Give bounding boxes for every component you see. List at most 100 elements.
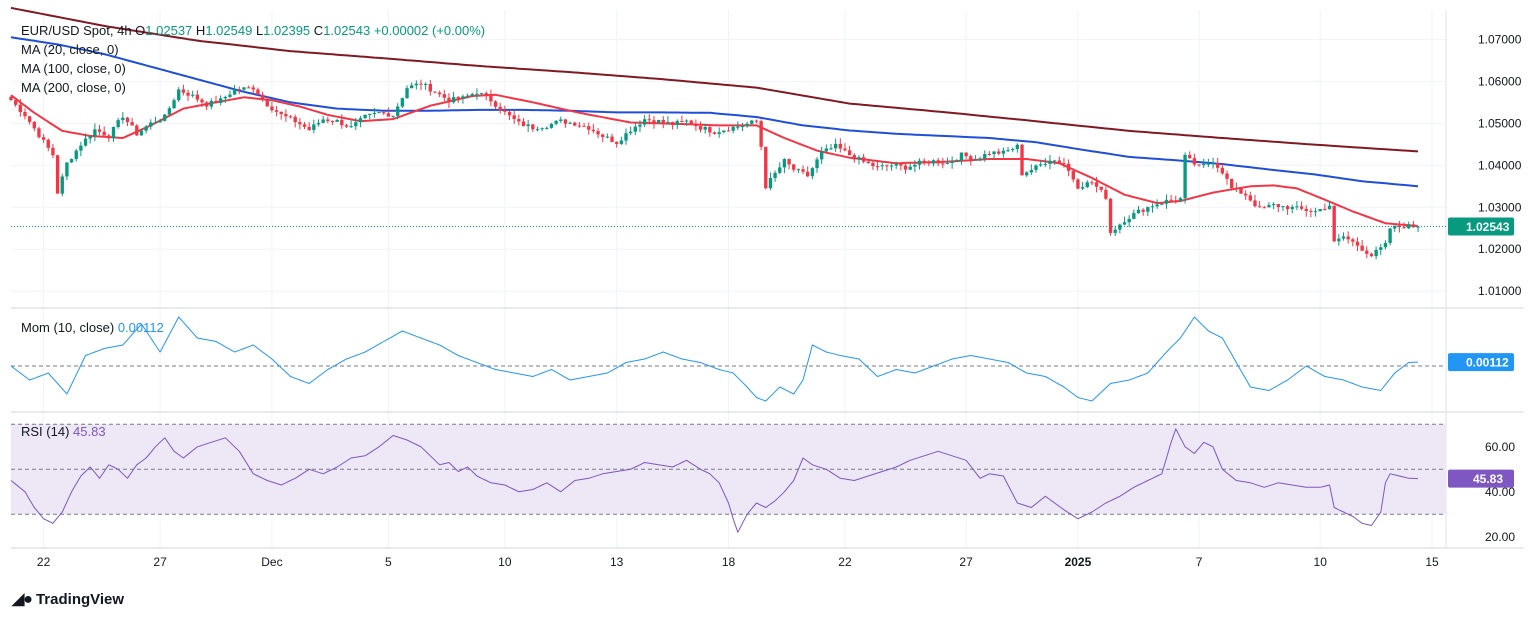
candle-body (1271, 204, 1276, 206)
open-value: 1.02537 (145, 23, 193, 38)
candle-body (316, 122, 321, 125)
candle-body (675, 121, 679, 125)
candle-body (442, 94, 446, 98)
candle-body (447, 97, 451, 103)
candle-body (410, 85, 414, 89)
candle-body (489, 95, 493, 102)
high-value: 1.02549 (205, 23, 253, 38)
candle-body (1243, 193, 1248, 196)
candle-body (330, 121, 335, 123)
time-tick-label: 5 (385, 555, 392, 569)
time-tick-label: 27 (153, 555, 167, 569)
candle-body (740, 126, 745, 128)
candle-body (1337, 238, 1341, 242)
candle-body (139, 130, 144, 136)
candle-body (601, 134, 605, 137)
candle-body (810, 168, 815, 177)
candle-body (1309, 210, 1313, 212)
candle-body (1383, 242, 1388, 248)
candle-body (731, 126, 735, 131)
momentum-legend[interactable]: Mom (10, close) 0.00112 (21, 318, 164, 337)
candle-body (903, 165, 908, 170)
candle-body (1188, 154, 1192, 159)
candle-body (386, 113, 391, 117)
candle-body (1211, 163, 1215, 165)
candle-body (861, 157, 866, 162)
candle-body (1234, 187, 1239, 189)
candle-body (69, 159, 74, 163)
candle-body (871, 162, 875, 167)
candle-body (1197, 164, 1201, 166)
momentum-line (10, 316, 1419, 402)
candle-body (997, 151, 1001, 154)
candle-body (1276, 204, 1280, 207)
rsi-tick-label: 20.00 (1485, 530, 1515, 544)
candle-body (1220, 167, 1225, 174)
moving-averages (10, 6, 1419, 228)
candle-body (1150, 206, 1155, 208)
candle-body (274, 110, 279, 112)
time-axis[interactable]: 22 27 Dec 5 10 13 18 22 27 2025 7 10 15 (37, 555, 1439, 569)
candle-body (493, 101, 498, 107)
rsi-label: RSI (14) (21, 424, 70, 439)
tradingview-logo[interactable]: ◢● TradingView (12, 589, 124, 609)
candle-body (284, 114, 288, 117)
candle-body (335, 120, 339, 122)
candle-body (563, 119, 568, 124)
candle-body (517, 119, 521, 122)
time-tick-label: 10 (498, 555, 512, 569)
candle-body (116, 120, 120, 127)
candle-body (745, 123, 749, 127)
candle-body (97, 129, 102, 132)
candle-body (246, 87, 251, 89)
candle-body (913, 164, 917, 167)
candle-body (768, 177, 773, 189)
candle-body (1299, 206, 1304, 209)
ma100-legend[interactable]: MA (100, close, 0) (21, 59, 126, 78)
candle-body (298, 122, 302, 125)
candle-body (843, 148, 847, 151)
candle-body (354, 122, 358, 127)
candle-body (1043, 163, 1047, 165)
candle-body (605, 136, 610, 138)
candle-body (74, 150, 78, 160)
candle-body (433, 91, 437, 93)
candle-body (875, 166, 880, 168)
candle-body (703, 127, 707, 130)
candle-body (964, 152, 968, 157)
candle-body (270, 106, 274, 111)
candle-body (1393, 225, 1397, 229)
rsi-legend[interactable]: RSI (14) 45.83 (21, 422, 106, 441)
candle-body (195, 94, 200, 100)
candle-body (619, 140, 624, 144)
candle-body (927, 161, 931, 164)
candle-body (13, 100, 18, 105)
candle-body (1025, 172, 1029, 176)
pane-frames (11, 10, 1524, 549)
ma20-legend[interactable]: MA (20, close, 0) (21, 40, 119, 59)
candle-body (847, 150, 852, 156)
candle-body (1001, 150, 1006, 154)
price-tick-label: 1.02000 (1478, 242, 1522, 256)
time-tick-label: 27 (959, 555, 973, 569)
candle-body (778, 167, 782, 173)
symbol-label[interactable]: EUR/USD Spot, 4h (21, 23, 132, 38)
candle-body (470, 94, 474, 96)
ma200-legend[interactable]: MA (200, close, 0) (21, 78, 126, 97)
candle-body (624, 133, 628, 141)
candle-body (37, 128, 41, 138)
time-tick-label: 15 (1425, 555, 1439, 569)
price-axis[interactable]: 1.07000 1.06000 1.05000 1.04000 1.03000 1.020… (1448, 32, 1522, 298)
candle-body (931, 160, 936, 164)
candle-body (1206, 163, 1211, 165)
candle-body (1402, 227, 1406, 229)
candle-body (242, 87, 246, 90)
candle-body (461, 96, 465, 100)
close-value: 1.02543 (323, 23, 371, 38)
candle-body (1416, 226, 1420, 228)
rsi-badge (1448, 469, 1514, 488)
candle-body (465, 95, 470, 97)
candle-body (60, 176, 64, 194)
candle-body (27, 116, 32, 122)
